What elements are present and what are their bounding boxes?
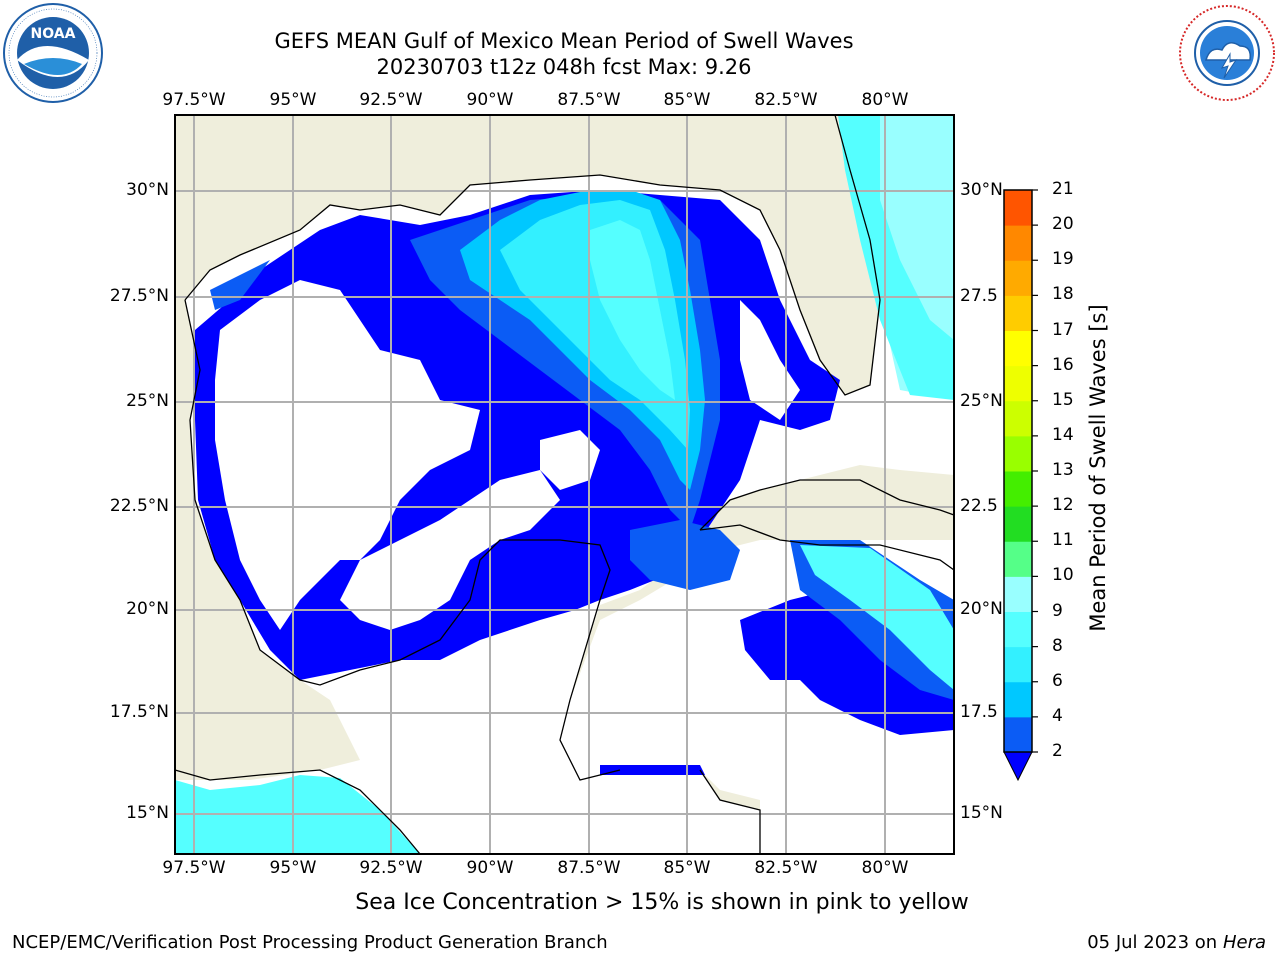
colorbar-segment bbox=[1004, 435, 1032, 472]
coastlines bbox=[174, 114, 955, 855]
lon-label-top: 87.5°W bbox=[557, 90, 621, 110]
colorbar-tick-label: 11 bbox=[1052, 530, 1074, 551]
noaa-logo-text: NOAA bbox=[31, 26, 76, 42]
colorbar-tick-label: 2 bbox=[1052, 741, 1063, 761]
lat-label-right: 22.5 bbox=[960, 496, 998, 516]
colorbar-segment bbox=[1004, 295, 1032, 331]
colorbar-segment bbox=[1004, 576, 1032, 612]
colorbar-tick-label: 10 bbox=[1052, 565, 1074, 586]
colorbar-segment bbox=[1004, 506, 1032, 542]
colorbar-tick-label: 18 bbox=[1052, 284, 1074, 305]
colorbar-segment bbox=[1004, 646, 1032, 683]
colorbar-title: Mean Period of Swell Waves [s] bbox=[1086, 304, 1110, 632]
lon-label-bottom: 82.5°W bbox=[754, 858, 818, 878]
lon-label-bottom: 97.5°W bbox=[162, 858, 226, 878]
lat-label-right: 27.5 bbox=[960, 286, 998, 306]
colorbar-tick-label: 4 bbox=[1052, 705, 1063, 726]
colorbar-segment bbox=[1004, 260, 1032, 296]
colorbar-tick-label: 20 bbox=[1052, 214, 1074, 235]
graticule bbox=[175, 115, 954, 854]
lat-label-right: 15°N bbox=[960, 803, 1003, 823]
footer-branch: NCEP/EMC/Verification Post Processing Pr… bbox=[12, 932, 608, 953]
colorbar-tick-label: 21 bbox=[1052, 179, 1074, 199]
colorbar-segment bbox=[1004, 330, 1032, 367]
chart-title: GEFS MEAN Gulf of Mexico Mean Period of … bbox=[274, 29, 854, 53]
lat-label-left: 27.5°N bbox=[109, 286, 169, 306]
colorbar-tick-label: 12 bbox=[1052, 495, 1074, 516]
colorbar-segment bbox=[1004, 190, 1032, 226]
lon-label-top: 92.5°W bbox=[359, 90, 423, 110]
nws-logo bbox=[1178, 4, 1276, 102]
lat-label-right: 20°N bbox=[960, 599, 1003, 619]
lat-label-right: 30°N bbox=[960, 180, 1003, 200]
colorbar-tick-label: 17 bbox=[1052, 319, 1074, 340]
map-frame bbox=[174, 114, 955, 855]
lat-label-right: 17.5 bbox=[960, 702, 998, 722]
footer-date: 05 Jul 2023 on Hera bbox=[1087, 932, 1266, 953]
colorbar-segment bbox=[1004, 471, 1032, 507]
colorbar-segment bbox=[1004, 365, 1032, 402]
colorbar-tick-label: 16 bbox=[1052, 354, 1074, 375]
lon-label-top: 85°W bbox=[663, 90, 711, 110]
colorbar-tick-label: 19 bbox=[1052, 249, 1074, 270]
colorbar-segment bbox=[1004, 541, 1032, 577]
caption: Sea Ice Concentration > 15% is shown in … bbox=[355, 890, 969, 915]
colorbar-segment bbox=[1004, 716, 1032, 753]
lon-label-top: 95°W bbox=[269, 90, 317, 110]
colorbar-segment bbox=[1004, 400, 1032, 437]
colorbar-tick-label: 15 bbox=[1052, 389, 1074, 410]
lon-label-bottom: 80°W bbox=[861, 858, 909, 878]
footer-host: Hera bbox=[1222, 932, 1266, 953]
colorbar-tick-label: 6 bbox=[1052, 670, 1063, 691]
lon-label-bottom: 90°W bbox=[466, 858, 514, 878]
lon-label-top: 97.5°W bbox=[162, 90, 226, 110]
colorbar-tick-label: 13 bbox=[1052, 460, 1074, 480]
colorbar-tick-label: 9 bbox=[1052, 600, 1063, 621]
lat-label-left: 25°N bbox=[126, 391, 169, 411]
lon-label-bottom: 87.5°W bbox=[557, 858, 621, 878]
footer-date-text: 05 Jul 2023 on bbox=[1087, 932, 1218, 953]
colorbar bbox=[1003, 189, 1038, 782]
lat-label-left: 15°N bbox=[126, 803, 169, 823]
lon-label-top: 80°W bbox=[861, 90, 909, 110]
lat-label-left: 30°N bbox=[126, 180, 169, 200]
colorbar-tick-label: 8 bbox=[1052, 635, 1063, 656]
colorbar-under-arrow bbox=[1003, 751, 1033, 782]
colorbar-segment bbox=[1004, 225, 1032, 261]
lat-label-right: 25°N bbox=[960, 391, 1003, 411]
lat-label-left: 22.5°N bbox=[109, 496, 169, 516]
lon-label-top: 90°W bbox=[466, 90, 514, 110]
colorbar-segment bbox=[1004, 681, 1032, 718]
lat-label-left: 20°N bbox=[126, 599, 169, 619]
noaa-logo: NOAA bbox=[3, 3, 103, 103]
lon-label-top: 82.5°W bbox=[754, 90, 818, 110]
lon-label-bottom: 85°W bbox=[663, 858, 711, 878]
lon-label-bottom: 95°W bbox=[269, 858, 317, 878]
colorbar-tick-label: 14 bbox=[1052, 424, 1074, 445]
lat-label-left: 17.5°N bbox=[109, 702, 169, 722]
colorbar-segment bbox=[1004, 611, 1032, 648]
chart-subtitle: 20230703 t12z 048h fcst Max: 9.26 bbox=[376, 55, 752, 79]
lon-label-bottom: 92.5°W bbox=[359, 858, 423, 878]
